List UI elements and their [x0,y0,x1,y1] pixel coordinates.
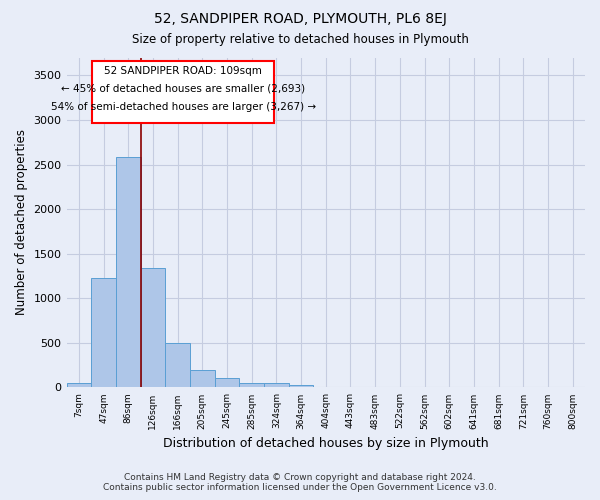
Bar [239,383,264,388]
Text: Size of property relative to detached houses in Plymouth: Size of property relative to detached ho… [131,32,469,46]
Bar [140,268,165,388]
Bar [67,382,91,388]
FancyBboxPatch shape [92,61,274,124]
X-axis label: Distribution of detached houses by size in Plymouth: Distribution of detached houses by size … [163,437,488,450]
Bar [215,378,239,388]
Bar [116,158,140,388]
Bar [165,343,190,388]
Text: Contains HM Land Registry data © Crown copyright and database right 2024.
Contai: Contains HM Land Registry data © Crown c… [103,473,497,492]
Text: ← 45% of detached houses are smaller (2,693): ← 45% of detached houses are smaller (2,… [61,84,305,94]
Bar [91,278,116,388]
Y-axis label: Number of detached properties: Number of detached properties [15,130,28,316]
Bar [190,370,215,388]
Text: 54% of semi-detached houses are larger (3,267) →: 54% of semi-detached houses are larger (… [50,102,316,112]
Text: 52, SANDPIPER ROAD, PLYMOUTH, PL6 8EJ: 52, SANDPIPER ROAD, PLYMOUTH, PL6 8EJ [154,12,446,26]
Bar [264,384,289,388]
Text: 52 SANDPIPER ROAD: 109sqm: 52 SANDPIPER ROAD: 109sqm [104,66,262,76]
Bar [289,385,313,388]
